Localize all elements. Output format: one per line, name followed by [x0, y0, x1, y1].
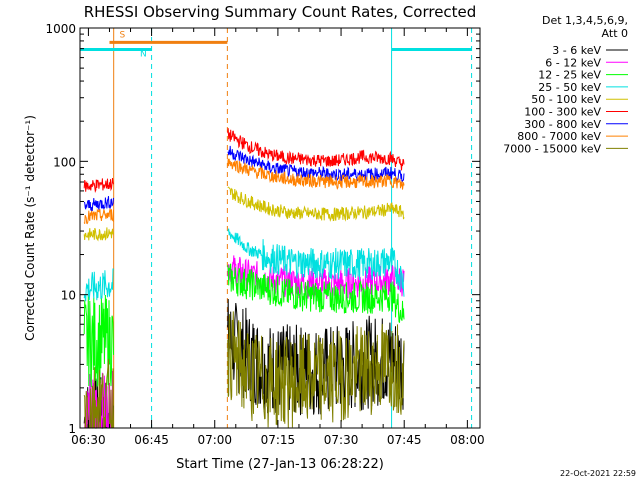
legend-label: 50 - 100 keV [531, 93, 601, 106]
y-tick-label: 1000 [45, 22, 76, 36]
x-tick-label: 06:30 [71, 433, 106, 447]
series-line [83, 228, 405, 302]
legend-label: 25 - 50 keV [538, 81, 601, 94]
legend-label: 100 - 300 keV [524, 106, 601, 119]
series-line [83, 186, 405, 242]
footer-date: 22-Oct-2021 22:59 [560, 469, 636, 478]
legend-label: 800 - 7000 keV [517, 130, 601, 143]
plot-area: SN [79, 28, 473, 430]
series-layer [83, 128, 405, 430]
legend-title: Att 0 [602, 27, 628, 40]
x-tick-label: 08:00 [450, 433, 485, 447]
chart-title: RHESSI Observing Summary Count Rates, Co… [84, 3, 477, 21]
x-tick-label: 07:15 [261, 433, 296, 447]
y-tick-label: 10 [61, 289, 76, 303]
legend-label: 6 - 12 keV [545, 56, 601, 69]
flag-label: S [119, 30, 125, 40]
y-axis-label: Corrected Count Rate (s⁻¹ detector⁻¹) [23, 115, 37, 341]
y-tick-label: 100 [53, 155, 76, 169]
mode-flag-bars: SN [80, 30, 472, 59]
y-tick-label: 1 [68, 422, 76, 436]
x-tick-label: 07:30 [324, 433, 359, 447]
x-axis: 06:30 06:45 07:00 07:15 07:30 07:45 08:00 [71, 28, 485, 447]
legend-label: 7000 - 15000 keV [503, 142, 601, 155]
legend-label: 300 - 800 keV [524, 118, 601, 131]
series-line [83, 145, 405, 212]
series-line [83, 128, 405, 193]
x-axis-label: Start Time (27-Jan-13 06:28:22) [176, 457, 384, 472]
x-tick-label: 06:45 [134, 433, 169, 447]
legend-title: Det 1,3,4,5,6,9, [542, 14, 628, 27]
y-axis: 1 10 100 1000 [45, 22, 480, 436]
series-line [83, 158, 405, 225]
x-tick-label: 07:45 [387, 433, 422, 447]
x-tick-label: 07:00 [197, 433, 232, 447]
plot-frame [79, 27, 481, 429]
flag-label: N [140, 49, 147, 59]
legend-label: 12 - 25 keV [538, 69, 601, 82]
legend-label: 3 - 6 keV [552, 44, 601, 57]
series-line [83, 311, 405, 429]
